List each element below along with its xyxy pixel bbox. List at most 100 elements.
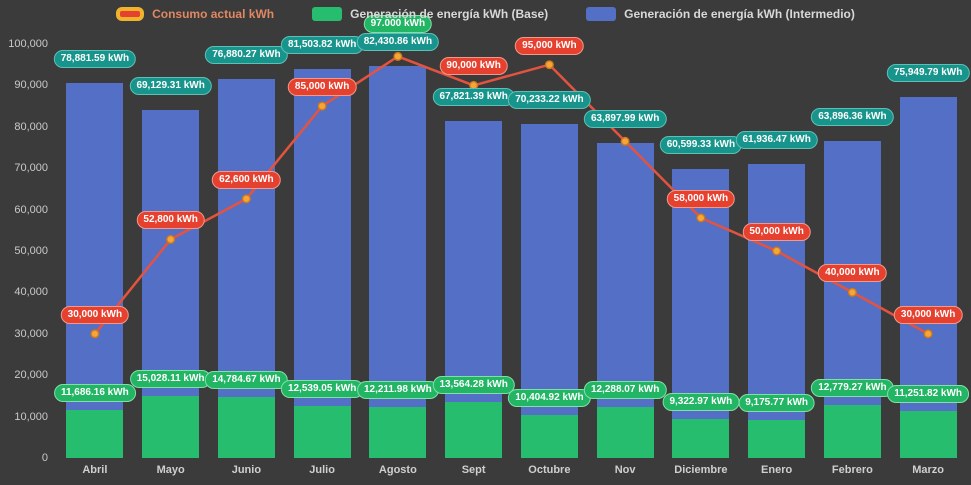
label-consumo-marzo: 30,000 kWh	[893, 305, 963, 324]
legend-item-generacion-base[interactable]: Generación de energía kWh (Base)	[312, 7, 548, 21]
bar-intermedio-sept[interactable]	[445, 121, 503, 402]
x-axis-label-marzo: Marzo	[912, 464, 945, 476]
bar-base-nov[interactable]	[596, 407, 654, 458]
label-intermedio-agosto: 82,430.86 kWh	[356, 33, 440, 52]
legend-label-consumo: Consumo actual kWh	[152, 7, 275, 21]
bar-base-diciembre[interactable]	[672, 419, 730, 458]
x-axis-label-enero: Enero	[761, 464, 793, 476]
legend-item-consumo[interactable]: Consumo actual kWh	[116, 7, 274, 21]
bar-intermedio-nov[interactable]	[596, 142, 654, 408]
label-base-nov: 12,288.07 kWh	[583, 381, 667, 400]
label-intermedio-enero: 61,936.47 kWh	[735, 130, 818, 149]
legend-label-generacion-intermedio: Generación de energía kWh (Intermedio)	[624, 7, 855, 21]
bar-intermedio-mayo[interactable]	[142, 109, 200, 396]
x-axis-label-sept: Sept	[461, 464, 486, 476]
x-axis-label-junio: Junio	[231, 464, 262, 476]
y-axis-tick-10000: 10,000	[14, 410, 48, 423]
consumo-point-agosto[interactable]	[393, 51, 403, 61]
consumo-point-nov[interactable]	[620, 136, 630, 146]
label-base-sept: 13,564.28 kWh	[432, 375, 515, 394]
bar-intermedio-junio[interactable]	[217, 78, 275, 397]
x-axis-label-agosto: Agosto	[378, 464, 417, 476]
label-consumo-diciembre: 58,000 kWh	[666, 189, 736, 208]
consumo-point-febrero[interactable]	[847, 287, 857, 297]
bar-intermedio-julio[interactable]	[293, 68, 351, 407]
label-consumo-abril: 30,000 kWh	[60, 305, 130, 324]
label-intermedio-julio: 81,503.82 kWh	[280, 35, 364, 54]
consumo-point-enero[interactable]	[772, 246, 782, 256]
label-intermedio-abril: 78,881.59 kWh	[53, 50, 137, 69]
bar-base-enero[interactable]	[748, 420, 806, 458]
y-axis-tick-30000: 30,000	[14, 327, 48, 340]
y-axis-tick-0: 0	[41, 452, 48, 464]
bar-base-febrero[interactable]	[823, 405, 881, 458]
bar-base-sept[interactable]	[445, 401, 503, 458]
consumo-point-marzo[interactable]	[923, 329, 933, 339]
bar-base-julio[interactable]	[293, 406, 351, 458]
bar-base-marzo[interactable]	[899, 411, 957, 458]
label-consumo-octubre: 95,000 kWh	[515, 36, 584, 55]
label-base-junio: 14,784.67 kWh	[205, 370, 288, 389]
label-consumo-julio: 85,000 kWh	[287, 78, 357, 97]
label-consumo-junio: 62,600 kWh	[212, 170, 281, 189]
label-intermedio-sept: 67,821.39 kWh	[432, 88, 515, 107]
y-axis-tick-20000: 20,000	[14, 369, 48, 382]
consumo-point-abril[interactable]	[90, 329, 100, 339]
bar-base-octubre[interactable]	[520, 414, 578, 458]
bar-intermedio-diciembre[interactable]	[672, 168, 730, 420]
consumo-line-swatch-icon	[116, 7, 145, 21]
consumo-point-julio[interactable]	[317, 101, 327, 111]
consumo-point-octubre[interactable]	[544, 60, 554, 70]
label-base-marzo: 11,251.82 kWh	[887, 385, 970, 404]
consumo-point-diciembre[interactable]	[696, 213, 706, 223]
y-axis-tick-100000: 100,000	[8, 38, 48, 50]
y-axis-tick-70000: 70,000	[14, 162, 48, 175]
label-intermedio-octubre: 70,233.22 kWh	[508, 91, 591, 110]
label-consumo-mayo: 52,800 kWh	[136, 211, 205, 230]
y-axis-tick-90000: 90,000	[14, 79, 48, 92]
legend-item-generacion-intermedio[interactable]: Generación de energía kWh (Intermedio)	[586, 7, 855, 21]
label-base-julio: 12,539.05 kWh	[280, 380, 364, 399]
bar-intermedio-enero[interactable]	[748, 163, 806, 420]
label-base-agosto: 12,211.98 kWh	[356, 381, 439, 400]
label-base-mayo: 15,028.11 kWh	[129, 369, 212, 388]
y-axis-tick-50000: 50,000	[14, 245, 48, 257]
bar-base-abril[interactable]	[66, 409, 124, 458]
consumo-point-junio[interactable]	[241, 194, 251, 204]
label-consumo-sept: 90,000 kWh	[439, 57, 508, 76]
y-axis-tick-60000: 60,000	[14, 203, 48, 216]
bar-base-mayo[interactable]	[142, 395, 200, 458]
label-base-febrero: 12,779.27 kWh	[811, 379, 894, 398]
bar-base-agosto[interactable]	[369, 407, 427, 458]
label-base-diciembre: 9,322.97 kWh	[662, 393, 740, 412]
label-base-octubre: 10,404.92 kWh	[508, 388, 591, 407]
bar-intermedio-abril[interactable]	[66, 83, 124, 410]
bar-intermedio-marzo[interactable]	[899, 96, 957, 412]
intermedio-generation-swatch-icon	[586, 7, 617, 21]
x-axis-label-diciembre: Diciembre	[674, 464, 728, 476]
label-consumo-febrero: 40,000 kWh	[818, 264, 887, 283]
label-intermedio-diciembre: 60,599.33 kWh	[659, 135, 743, 154]
bar-base-junio[interactable]	[217, 396, 275, 458]
base-generation-swatch-icon	[312, 7, 343, 21]
bar-intermedio-octubre[interactable]	[520, 124, 578, 415]
x-axis-label-abril: Abril	[82, 464, 108, 476]
x-axis-label-julio: Julio	[309, 464, 335, 476]
label-consumo-enero: 50,000 kWh	[742, 223, 811, 241]
annotation-consumo-agosto: 97.000 kWh	[363, 15, 433, 34]
label-intermedio-junio: 76,880.27 kWh	[205, 45, 288, 64]
x-axis-label-mayo: Mayo	[156, 464, 185, 476]
label-intermedio-marzo: 75,949.79 kWh	[886, 63, 970, 82]
label-base-abril: 11,686.16 kWh	[53, 383, 136, 402]
label-intermedio-febrero: 63,896.36 kWh	[811, 107, 894, 126]
y-axis-tick-40000: 40,000	[14, 286, 48, 299]
label-base-enero: 9,175.77 kWh	[738, 394, 816, 412]
x-axis-label-octubre: Octubre	[528, 464, 571, 476]
bar-intermedio-agosto[interactable]	[369, 66, 427, 408]
label-intermedio-nov: 63,897.99 kWh	[583, 109, 667, 128]
x-axis-label-nov: Nov	[614, 464, 636, 476]
consumo-point-mayo[interactable]	[166, 234, 176, 244]
